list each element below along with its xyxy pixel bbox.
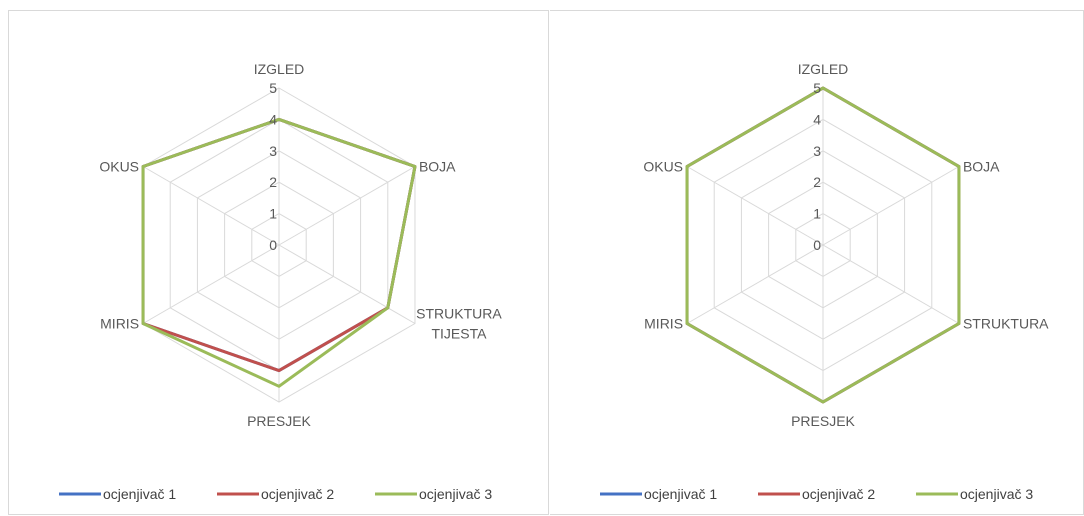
tick-label: 3 bbox=[269, 143, 277, 159]
grid-spoke bbox=[686, 166, 824, 246]
category-label: IZGLED bbox=[254, 61, 305, 77]
radar-grid bbox=[142, 87, 416, 403]
tick-label: 0 bbox=[813, 237, 821, 253]
radar-chart-right-svg: 0 1 2 3 4 5 IZGLED BOJA STRUKTURA PRESJEK MIRIS OKU… bbox=[600, 61, 1049, 502]
grid-spoke bbox=[278, 244, 416, 324]
grid-spoke bbox=[142, 166, 280, 246]
category-label: MIRIS bbox=[100, 316, 139, 332]
category-label: PRESJEK bbox=[247, 413, 311, 429]
legend-label-3: ocjenjivač 3 bbox=[419, 486, 492, 502]
legend: ocjenjivač 1 ocjenjivač 2 ocjenjivač 3 bbox=[600, 486, 1033, 502]
grid-spoke bbox=[822, 244, 960, 324]
radar-chart-right: 0 1 2 3 4 5 IZGLED BOJA STRUKTURA PRESJEK MIRIS OKU… bbox=[550, 10, 1084, 515]
tick-label: 5 bbox=[269, 80, 277, 96]
category-label: MIRIS bbox=[644, 316, 683, 332]
tick-label: 4 bbox=[813, 111, 821, 127]
category-label: BOJA bbox=[419, 159, 456, 175]
category-label: STRUKTURA bbox=[416, 306, 502, 322]
category-label: TIJESTA bbox=[431, 326, 487, 342]
category-label: PRESJEK bbox=[791, 413, 855, 429]
grid-spoke bbox=[822, 166, 960, 246]
radar-grid bbox=[686, 87, 960, 403]
category-label: BOJA bbox=[963, 159, 1000, 175]
legend-label-3: ocjenjivač 3 bbox=[960, 486, 1033, 502]
tick-label: 2 bbox=[269, 174, 277, 190]
series-line-3 bbox=[685, 86, 961, 404]
tick-label: 2 bbox=[813, 174, 821, 190]
legend-label-1: ocjenjivač 1 bbox=[103, 486, 176, 502]
tick-label: 1 bbox=[813, 206, 821, 222]
legend-label-1: ocjenjivač 1 bbox=[644, 486, 717, 502]
legend-label-2: ocjenjivač 2 bbox=[261, 486, 334, 502]
grid-spoke bbox=[686, 244, 824, 324]
tick-label: 5 bbox=[813, 80, 821, 96]
category-label: OKUS bbox=[643, 159, 683, 175]
category-label: STRUKTURA bbox=[963, 316, 1049, 332]
tick-label: 4 bbox=[269, 111, 277, 127]
category-label: OKUS bbox=[99, 159, 139, 175]
grid-spoke bbox=[142, 244, 280, 324]
series-line-3 bbox=[141, 117, 417, 388]
category-label: IZGLED bbox=[798, 61, 849, 77]
tick-label: 3 bbox=[813, 143, 821, 159]
radar-chart-left: 0 1 2 3 4 5 IZGLED BOJA STRUKTURA TIJESTA PRESJEK M… bbox=[8, 10, 549, 515]
grid-spoke bbox=[278, 166, 416, 246]
legend-label-2: ocjenjivač 2 bbox=[802, 486, 875, 502]
legend: ocjenjivač 1 ocjenjivač 2 ocjenjivač 3 bbox=[59, 486, 492, 502]
radar-chart-left-svg: 0 1 2 3 4 5 IZGLED BOJA STRUKTURA TIJESTA PRESJEK M… bbox=[59, 61, 502, 502]
tick-label: 1 bbox=[269, 206, 277, 222]
tick-label: 0 bbox=[269, 237, 277, 253]
